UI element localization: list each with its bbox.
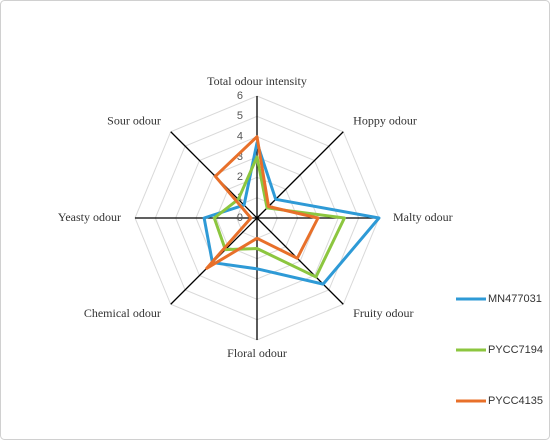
legend-label: PYCC4135 bbox=[488, 395, 544, 407]
axis-line bbox=[170, 131, 258, 219]
axis-line bbox=[256, 217, 344, 305]
axis-label: Yeasty odour bbox=[58, 210, 121, 224]
legend-label: MN477031 bbox=[488, 293, 542, 305]
r-tick-label: 2 bbox=[237, 171, 243, 183]
axis-label: Floral odour bbox=[227, 346, 287, 360]
axis-line bbox=[256, 131, 344, 219]
axis-label: Chemical odour bbox=[84, 306, 161, 320]
r-tick-label: 5 bbox=[237, 110, 243, 122]
r-tick-label: 0 bbox=[237, 212, 243, 224]
legend-label: PYCC7194 bbox=[488, 344, 544, 356]
axis-label: Sour odour bbox=[107, 114, 161, 128]
axis-label: Hoppy odour bbox=[353, 114, 417, 128]
series-line bbox=[205, 135, 320, 270]
axis-label: Fruity odour bbox=[353, 306, 413, 320]
series-line bbox=[202, 141, 381, 286]
r-tick-label: 6 bbox=[237, 90, 243, 102]
axis-label: Malty odour bbox=[393, 210, 453, 224]
r-tick-label: 4 bbox=[237, 131, 243, 143]
axis-label: Total odour intensity bbox=[207, 74, 307, 88]
r-tick-label: 3 bbox=[237, 151, 243, 163]
